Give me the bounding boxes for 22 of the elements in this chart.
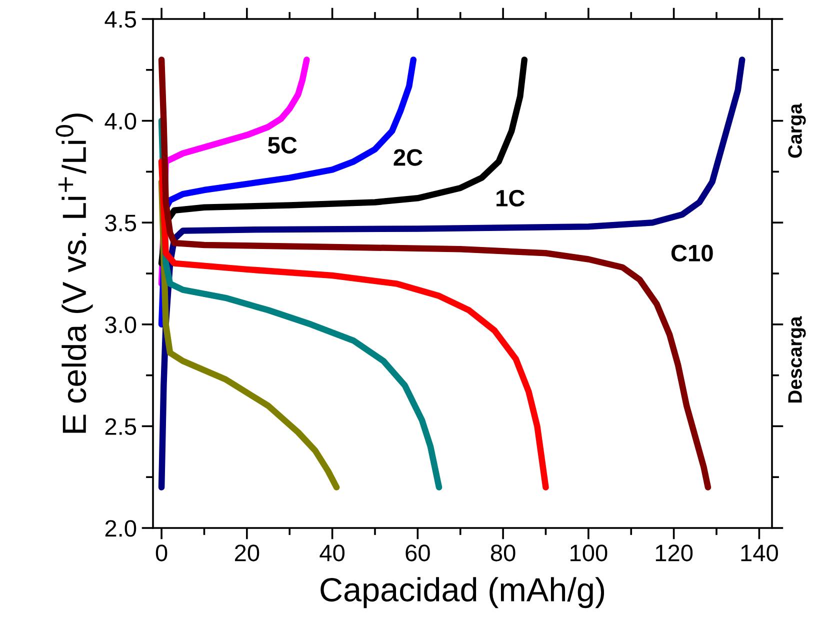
x-tick-label: 140 [741, 544, 778, 562]
y-tick-label: 3.5 [105, 214, 136, 232]
x-tick-label: 40 [320, 544, 345, 562]
x-axis-title: Capacidad (mAh/g) [320, 577, 604, 608]
text: Carga [788, 103, 806, 158]
y-tick-label: 3.0 [105, 316, 136, 334]
x-tick-label: 120 [656, 544, 693, 562]
x-tick-label: 60 [406, 544, 430, 562]
annotation: 2C [394, 149, 422, 166]
text: Descarga [788, 316, 806, 403]
y-tick-label: 2.0 [105, 520, 136, 537]
x-tick-label: 100 [570, 544, 608, 562]
x-tick-label: 20 [234, 544, 260, 562]
y-tick-label: 2.5 [105, 418, 136, 435]
y-axis-title: E celda (V vs. Li$^{+}$/Li$^{0}$) [56, 114, 93, 433]
annotation: 5C [268, 136, 297, 154]
annotation: C10 [671, 244, 713, 262]
annotation: 1C [496, 190, 525, 207]
x-tick-label: 0 [156, 544, 168, 562]
x-tick-label: 80 [490, 544, 516, 562]
y-tick-label: 4.5 [104, 11, 136, 28]
y-tick-label: 4.0 [104, 112, 136, 130]
